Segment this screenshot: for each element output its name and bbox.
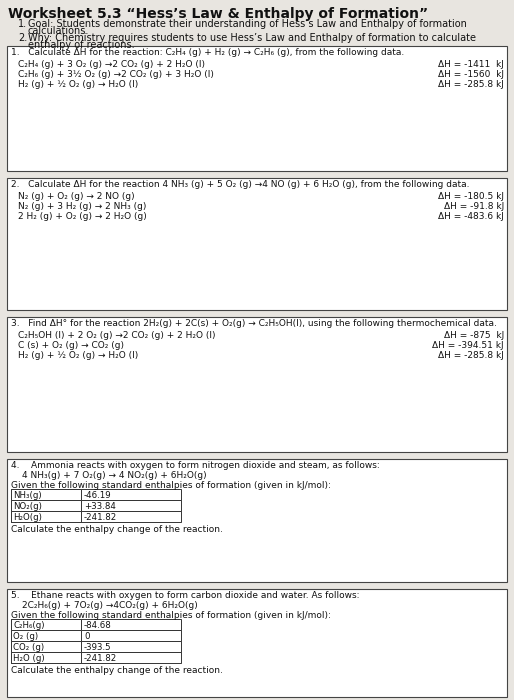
- Text: H₂ (g) + ½ O₂ (g) → H₂O (l): H₂ (g) + ½ O₂ (g) → H₂O (l): [18, 351, 138, 360]
- Text: ΔH = -1560  kJ: ΔH = -1560 kJ: [438, 70, 504, 79]
- Text: ΔH = -285.8 kJ: ΔH = -285.8 kJ: [438, 80, 504, 89]
- Text: C₂H₆ (g) + 3½ O₂ (g) →2 CO₂ (g) + 3 H₂O (l): C₂H₆ (g) + 3½ O₂ (g) →2 CO₂ (g) + 3 H₂O …: [18, 70, 214, 79]
- Text: C₂H₅OH (l) + 2 O₂ (g) →2 CO₂ (g) + 2 H₂O (l): C₂H₅OH (l) + 2 O₂ (g) →2 CO₂ (g) + 2 H₂O…: [18, 331, 215, 340]
- Text: 3.   Find ΔH° for the reaction 2H₂(g) + 2C(s) + O₂(g) → C₂H₅OH(l), using the fol: 3. Find ΔH° for the reaction 2H₂(g) + 2C…: [11, 319, 497, 328]
- Text: H₂O(g): H₂O(g): [13, 513, 42, 522]
- Text: N₂ (g) + O₂ (g) → 2 NO (g): N₂ (g) + O₂ (g) → 2 NO (g): [18, 192, 135, 201]
- Text: ΔH = -483.6 kJ: ΔH = -483.6 kJ: [438, 212, 504, 221]
- Text: C (s) + O₂ (g) → CO₂ (g): C (s) + O₂ (g) → CO₂ (g): [18, 341, 124, 350]
- Bar: [11, 489, 81, 500]
- Text: C₂H₆(g): C₂H₆(g): [13, 621, 45, 630]
- Bar: [7, 178, 507, 310]
- Text: Given the following standard enthalpies of formation (given in kJ/mol):: Given the following standard enthalpies …: [11, 481, 331, 490]
- Text: NH₃(g): NH₃(g): [13, 491, 42, 500]
- Text: 2.: 2.: [18, 33, 27, 43]
- Bar: [11, 652, 181, 663]
- Bar: [11, 641, 181, 652]
- Text: 2 H₂ (g) + O₂ (g) → 2 H₂O (g): 2 H₂ (g) + O₂ (g) → 2 H₂O (g): [18, 212, 147, 221]
- Text: -84.68: -84.68: [84, 621, 112, 630]
- Bar: [11, 500, 181, 511]
- Text: ΔH = -394.51 kJ: ΔH = -394.51 kJ: [432, 341, 504, 350]
- Bar: [7, 589, 507, 697]
- Text: -241.82: -241.82: [84, 654, 117, 663]
- Bar: [11, 619, 181, 630]
- Text: N₂ (g) + 3 H₂ (g) → 2 NH₃ (g): N₂ (g) + 3 H₂ (g) → 2 NH₃ (g): [18, 202, 146, 211]
- Text: 4.    Ammonia reacts with oxygen to form nitrogen dioxide and steam, as follows:: 4. Ammonia reacts with oxygen to form ni…: [11, 461, 380, 470]
- Bar: [7, 46, 507, 171]
- Text: -393.5: -393.5: [84, 643, 112, 652]
- Text: 0: 0: [84, 632, 89, 641]
- Text: ΔH = -1411  kJ: ΔH = -1411 kJ: [438, 60, 504, 69]
- Text: Why: Chemistry requires students to use Hess’s Law and Enthalpy of formation to : Why: Chemistry requires students to use …: [28, 33, 476, 43]
- Bar: [11, 630, 81, 641]
- Text: ΔH = -875  kJ: ΔH = -875 kJ: [444, 331, 504, 340]
- Text: -241.82: -241.82: [84, 513, 117, 522]
- Bar: [7, 459, 507, 582]
- Text: ΔH = -91.8 kJ: ΔH = -91.8 kJ: [444, 202, 504, 211]
- Text: calculations.: calculations.: [28, 27, 89, 36]
- Text: -46.19: -46.19: [84, 491, 112, 500]
- Text: Worksheet 5.3 “Hess’s Law & Enthalpy of Formation”: Worksheet 5.3 “Hess’s Law & Enthalpy of …: [8, 7, 428, 21]
- Text: 5.    Ethane reacts with oxygen to form carbon dioxide and water. As follows:: 5. Ethane reacts with oxygen to form car…: [11, 591, 359, 600]
- Text: ΔH = -285.8 kJ: ΔH = -285.8 kJ: [438, 351, 504, 360]
- Text: NO₂(g): NO₂(g): [13, 502, 42, 511]
- Text: CO₂ (g): CO₂ (g): [13, 643, 44, 652]
- Text: Goal: Students demonstrate their understanding of Hess’s Law and Enthalpy of for: Goal: Students demonstrate their underst…: [28, 19, 467, 29]
- Text: 2C₂H₆(g) + 7O₂(g) →4CO₂(g) + 6H₂O(g): 2C₂H₆(g) + 7O₂(g) →4CO₂(g) + 6H₂O(g): [22, 601, 198, 610]
- Text: Given the following standard enthalpies of formation (given in kJ/mol):: Given the following standard enthalpies …: [11, 611, 331, 620]
- Bar: [11, 630, 181, 641]
- Bar: [11, 500, 81, 511]
- Text: Calculate the enthalpy change of the reaction.: Calculate the enthalpy change of the rea…: [11, 525, 223, 534]
- Text: +33.84: +33.84: [84, 502, 116, 511]
- Bar: [11, 652, 81, 663]
- Text: 1.: 1.: [18, 19, 27, 29]
- Text: enthalpy of reactions.: enthalpy of reactions.: [28, 41, 135, 50]
- Bar: [7, 317, 507, 452]
- Text: H₂ (g) + ½ O₂ (g) → H₂O (l): H₂ (g) + ½ O₂ (g) → H₂O (l): [18, 80, 138, 89]
- Text: H₂O (g): H₂O (g): [13, 654, 45, 663]
- Bar: [11, 619, 81, 630]
- Text: 2.   Calculate ΔH for the reaction 4 NH₃ (g) + 5 O₂ (g) →4 NO (g) + 6 H₂O (g), f: 2. Calculate ΔH for the reaction 4 NH₃ (…: [11, 180, 469, 189]
- Text: 1.   Calculate ΔH for the reaction: C₂H₄ (g) + H₂ (g) → C₂H₆ (g), from the follo: 1. Calculate ΔH for the reaction: C₂H₄ (…: [11, 48, 404, 57]
- Bar: [11, 511, 81, 522]
- Bar: [11, 511, 181, 522]
- Bar: [11, 641, 81, 652]
- Text: Calculate the enthalpy change of the reaction.: Calculate the enthalpy change of the rea…: [11, 666, 223, 675]
- Bar: [11, 489, 181, 500]
- Text: O₂ (g): O₂ (g): [13, 632, 38, 641]
- Text: C₂H₄ (g) + 3 O₂ (g) →2 CO₂ (g) + 2 H₂O (l): C₂H₄ (g) + 3 O₂ (g) →2 CO₂ (g) + 2 H₂O (…: [18, 60, 205, 69]
- Text: 4 NH₃(g) + 7 O₂(g) → 4 NO₂(g) + 6H₂O(g): 4 NH₃(g) + 7 O₂(g) → 4 NO₂(g) + 6H₂O(g): [22, 471, 207, 480]
- Text: ΔH = -180.5 kJ: ΔH = -180.5 kJ: [438, 192, 504, 201]
